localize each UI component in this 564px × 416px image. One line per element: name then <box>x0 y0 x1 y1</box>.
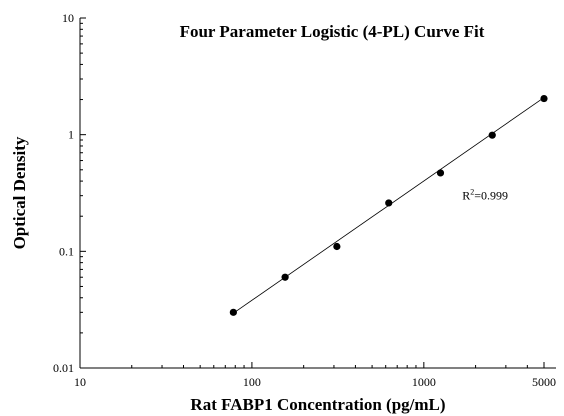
data-point <box>281 273 289 281</box>
y-axis-label: Optical Density <box>10 136 29 249</box>
axes <box>79 18 556 369</box>
y-tick-label: 0.1 <box>59 244 74 258</box>
chart-title: Four Parameter Logistic (4-PL) Curve Fit <box>180 22 485 41</box>
x-tick-label: 100 <box>243 375 261 389</box>
data-points <box>229 94 548 316</box>
data-point <box>488 131 496 139</box>
y-tick-label: 0.01 <box>53 361 74 375</box>
r-squared-superscript: 2 <box>470 188 474 197</box>
data-point <box>229 308 237 316</box>
r-squared-value: =0.999 <box>474 189 508 203</box>
y-tick-label: 1 <box>68 128 74 142</box>
x-axis-label: Rat FABP1 Concentration (pg/mL) <box>190 395 445 414</box>
ticks: 10 100 1000 5000 0.01 0.1 1 10 <box>53 11 556 389</box>
x-tick-label: 1000 <box>412 375 436 389</box>
x-tick-label: 5000 <box>532 375 556 389</box>
data-point <box>540 94 548 103</box>
r-squared-annotation: R2=0.999 <box>462 188 508 203</box>
data-point <box>436 169 445 177</box>
data-point <box>385 199 393 207</box>
x-tick-label: 10 <box>74 375 86 389</box>
data-point <box>333 242 341 251</box>
r-squared-label: R <box>462 189 470 203</box>
y-tick-label: 10 <box>62 11 74 25</box>
